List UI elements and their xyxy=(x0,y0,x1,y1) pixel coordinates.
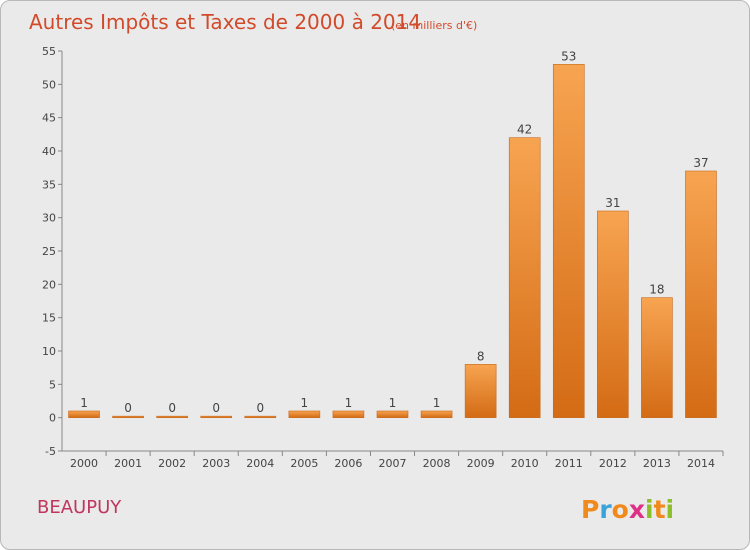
y-tick-label: 10 xyxy=(42,345,56,358)
bar-2005 xyxy=(288,410,321,418)
brand-letter: t xyxy=(654,495,666,524)
x-tick-label: 2010 xyxy=(511,457,539,470)
y-tick-label: 15 xyxy=(42,312,56,325)
brand-letter: o xyxy=(612,495,629,524)
brand-letter: x xyxy=(629,495,645,524)
bar-2013 xyxy=(641,297,673,418)
bar-2011 xyxy=(552,64,585,418)
brand-letter: i xyxy=(666,495,675,524)
x-tick-label: 2006 xyxy=(334,457,362,470)
data-label: 0 xyxy=(168,401,176,415)
data-label: 1 xyxy=(345,396,353,410)
bar-2001 xyxy=(112,415,144,418)
x-tick-label: 2008 xyxy=(423,457,451,470)
data-label: 37 xyxy=(693,156,708,170)
bars-group xyxy=(68,64,717,418)
bar-2006 xyxy=(332,410,365,418)
x-tick-label: 2004 xyxy=(246,457,274,470)
x-tick-label: 2003 xyxy=(202,457,230,470)
y-axis: -5 0 5 10 15 20 25 30 35 40 45 50 55 xyxy=(42,45,62,458)
x-tick-label: 2011 xyxy=(555,457,583,470)
data-label: 1 xyxy=(80,396,88,410)
x-tick-label: 2005 xyxy=(290,457,318,470)
y-tick-label: -5 xyxy=(45,445,56,458)
brand-letter: r xyxy=(599,495,612,524)
data-label: 31 xyxy=(605,196,620,210)
bar-2003 xyxy=(200,415,233,418)
chart-subtitle: (en milliers d'€) xyxy=(391,19,477,32)
place-name: BEAUPUY xyxy=(37,497,122,518)
bar-2012 xyxy=(597,210,629,418)
x-tick-label: 2001 xyxy=(114,457,142,470)
y-tick-label: 5 xyxy=(49,378,56,391)
x-tick-label: 2009 xyxy=(467,457,495,470)
x-axis: 2000 2001 2002 2003 2004 2005 2006 2007 2008 2009… xyxy=(70,451,724,470)
bar-2007 xyxy=(376,410,409,418)
data-label: 42 xyxy=(517,123,532,137)
data-label: 8 xyxy=(477,349,485,363)
data-label: 1 xyxy=(301,396,309,410)
data-label: 1 xyxy=(389,396,397,410)
brand-letter: P xyxy=(581,495,599,524)
data-label: 0 xyxy=(256,401,264,415)
bar-2004 xyxy=(244,415,277,418)
y-tick-label: 45 xyxy=(42,112,56,125)
x-tick-label: 2007 xyxy=(379,457,407,470)
data-label: 53 xyxy=(561,49,576,63)
y-tick-label: 0 xyxy=(49,412,56,425)
bar-2000 xyxy=(68,410,100,418)
brand-letter: i xyxy=(645,495,654,524)
bar-2009 xyxy=(464,364,497,418)
bar-2002 xyxy=(156,415,188,418)
brand-logo: Proxiti xyxy=(581,495,674,524)
x-tick-label: 2000 xyxy=(70,457,98,470)
chart-title: Autres Impôts et Taxes de 2000 à 2014 xyxy=(29,10,421,34)
data-label: 1 xyxy=(433,396,441,410)
y-tick-label: 25 xyxy=(42,245,56,258)
x-tick-label: 2014 xyxy=(687,457,715,470)
y-tick-label: 40 xyxy=(42,145,56,158)
data-label: 18 xyxy=(649,283,664,297)
bar-2010 xyxy=(508,137,541,418)
y-tick-label: 55 xyxy=(42,45,56,58)
y-tick-label: 20 xyxy=(42,278,56,291)
bar-2014 xyxy=(685,170,717,418)
data-label: 0 xyxy=(212,401,220,415)
x-tick-label: 2002 xyxy=(158,457,186,470)
y-tick-label: 30 xyxy=(42,212,56,225)
x-tick-label: 2013 xyxy=(643,457,671,470)
bar-2008 xyxy=(420,410,453,418)
y-tick-label: 50 xyxy=(42,78,56,91)
y-tick-label: 35 xyxy=(42,178,56,191)
data-label: 0 xyxy=(124,401,132,415)
x-tick-label: 2012 xyxy=(599,457,627,470)
